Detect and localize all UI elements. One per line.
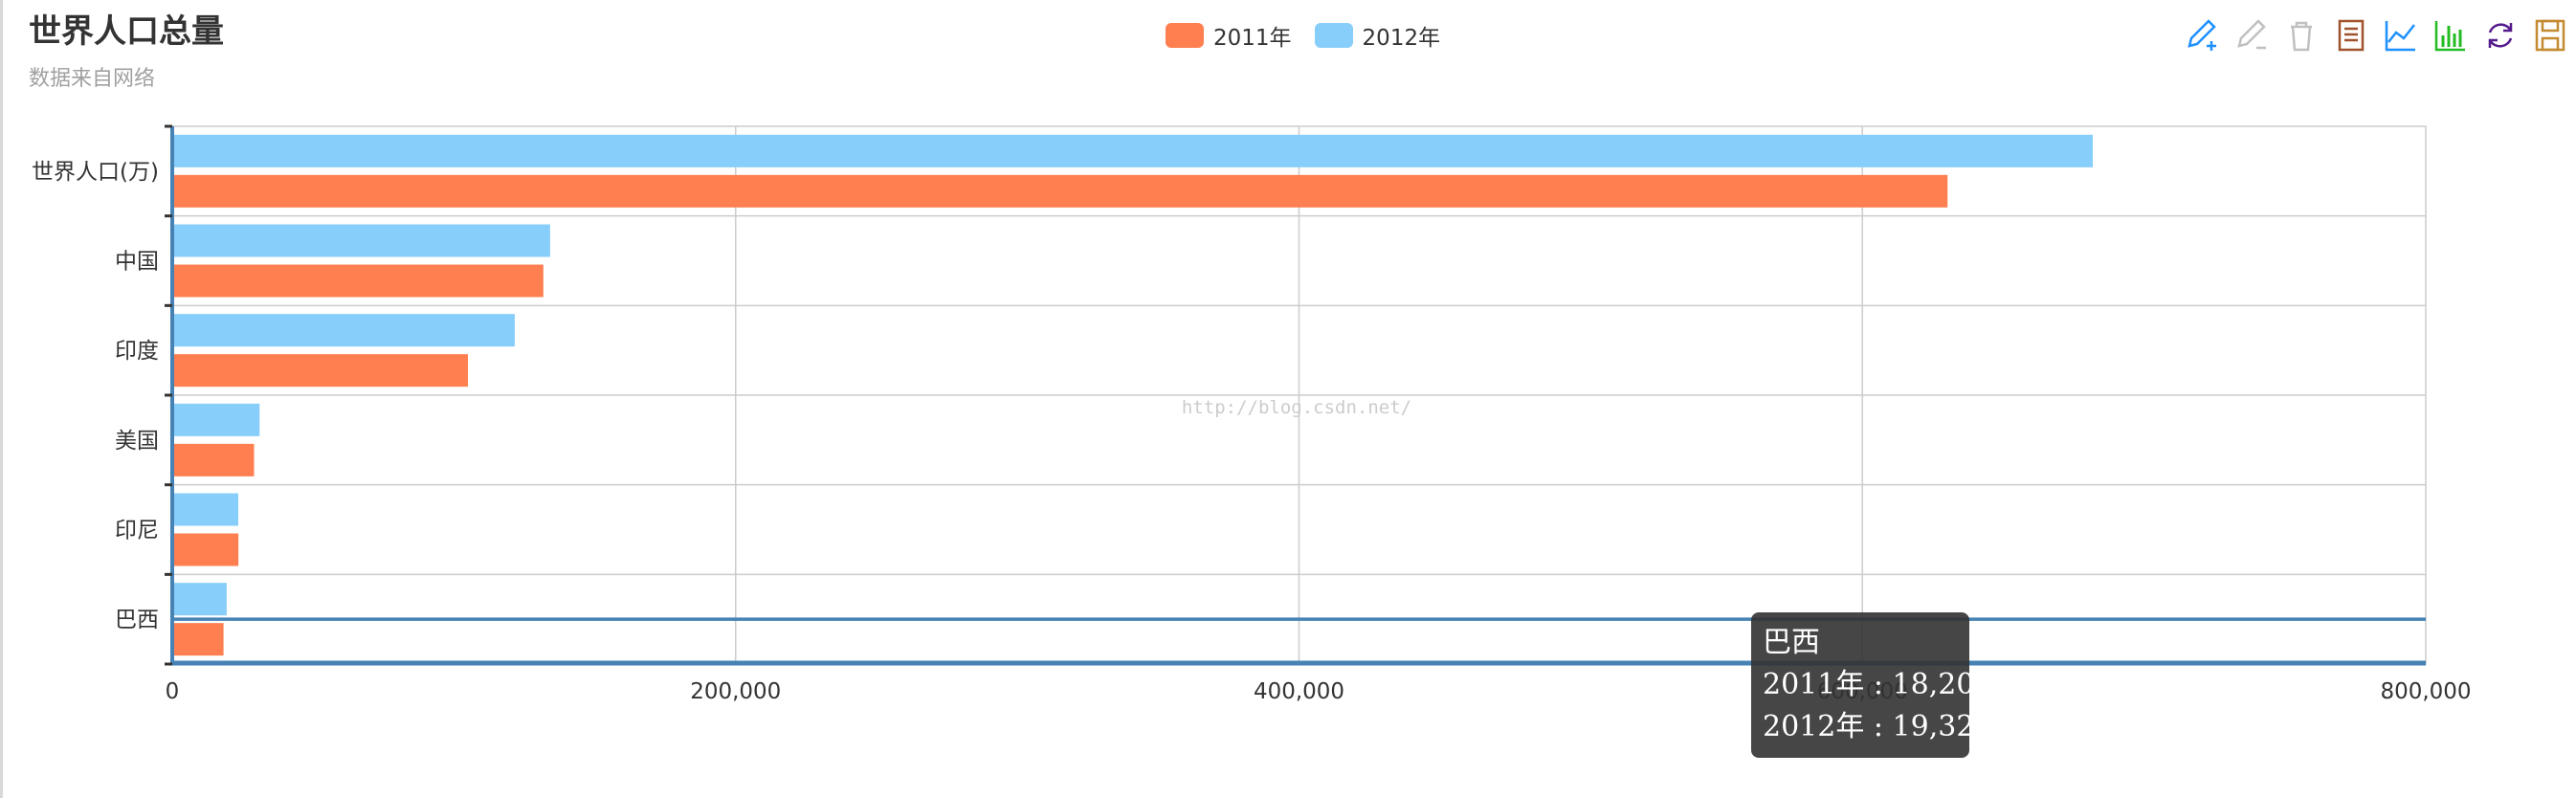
- bar-2011-2[interactable]: [173, 443, 255, 477]
- legend-label-2012: 2012年: [1362, 26, 1441, 51]
- bar-chart-button[interactable]: [2431, 15, 2471, 55]
- tooltip-line-2011: 2011年 : 18,203: [1763, 668, 1993, 701]
- x-tick-label: 0: [166, 679, 180, 704]
- clear-icon: [2291, 21, 2312, 52]
- line-chart-button[interactable]: [2381, 15, 2421, 55]
- legend: 2011年 2012年: [1166, 19, 1440, 52]
- restore-icon: [2488, 23, 2513, 48]
- y-tick-label: 中国: [115, 250, 159, 275]
- data-view-icon: [2338, 19, 2365, 52]
- x-tick-label: 200,000: [690, 679, 781, 704]
- save-image-button[interactable]: [2530, 15, 2570, 55]
- bars: [173, 134, 2094, 656]
- bar-2011-3[interactable]: [173, 354, 469, 388]
- chart-title: 世界人口总量: [29, 12, 224, 51]
- bar-2012-4[interactable]: [173, 224, 550, 257]
- bar-2011-4[interactable]: [173, 264, 544, 298]
- grid: [171, 125, 2427, 665]
- legend-label-2011: 2011年: [1213, 26, 1292, 51]
- x-tick-label: 800,000: [2380, 679, 2471, 704]
- legend-item-2011[interactable]: 2011年: [1166, 19, 1292, 52]
- chart-subtitle: 数据来自网络: [29, 67, 156, 91]
- clear-button[interactable]: [2281, 15, 2321, 55]
- tooltip-category: 巴西: [1763, 626, 1820, 659]
- y-tick-label: 美国: [115, 429, 159, 454]
- toolbox: [2182, 15, 2570, 55]
- line-chart-icon: [2385, 21, 2415, 52]
- bar-2011-5[interactable]: [173, 174, 1948, 208]
- y-tick-label: 印尼: [115, 519, 159, 543]
- y-tick-label: 巴西: [115, 608, 159, 632]
- save-image-icon: [2535, 19, 2565, 52]
- tooltip: 巴西 2011年 : 18,203 2012年 : 19,325: [1751, 612, 1993, 758]
- legend-item-2012[interactable]: 2012年: [1314, 19, 1441, 52]
- bar-2012-1[interactable]: [173, 493, 238, 526]
- bar-chart-icon: [2434, 21, 2465, 52]
- restore-button[interactable]: [2480, 15, 2520, 55]
- bar-2012-0[interactable]: [173, 583, 227, 616]
- y-tick-label: 印度: [115, 339, 159, 364]
- bar-2011-0[interactable]: [173, 623, 224, 656]
- bar-2012-3[interactable]: [173, 314, 515, 347]
- y-tick-label: 世界人口(万): [32, 160, 159, 185]
- x-tick-label: 400,000: [1254, 679, 1344, 704]
- legend-swatch-2011: [1166, 23, 1204, 48]
- bar-2012-2[interactable]: [173, 403, 260, 436]
- bar-2012-5[interactable]: [173, 134, 2094, 167]
- data-zoom-icon: [2187, 19, 2216, 51]
- legend-swatch-2012: [1314, 23, 1353, 48]
- watermark: http://blog.csdn.net/: [1182, 397, 1411, 418]
- data-zoom-reset-icon: [2237, 19, 2266, 50]
- data-zoom-button[interactable]: [2182, 15, 2222, 55]
- window-border: [0, 0, 3, 798]
- data-view-button[interactable]: [2331, 15, 2371, 55]
- bar-2011-1[interactable]: [173, 533, 239, 566]
- tooltip-line-2012: 2012年 : 19,325: [1763, 710, 1993, 743]
- data-zoom-reset-button[interactable]: [2232, 15, 2272, 55]
